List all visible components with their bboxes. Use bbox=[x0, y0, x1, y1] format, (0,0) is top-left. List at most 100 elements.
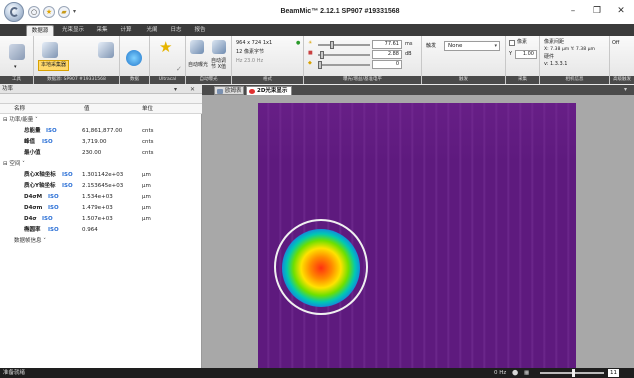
app-menu-button[interactable] bbox=[4, 2, 24, 22]
firmware-label: 硬件 bbox=[544, 54, 555, 60]
results-column-header: 名称 值 单位 bbox=[0, 104, 202, 114]
level-value[interactable]: 0 bbox=[372, 60, 402, 69]
row-name: 最小值 bbox=[24, 150, 41, 156]
table-row[interactable]: 最小值 230.00 cnts bbox=[0, 148, 202, 159]
capture-icon[interactable]: ⬤ bbox=[512, 370, 519, 376]
tab-source[interactable]: 数据源 bbox=[26, 25, 54, 36]
tab-ohm-meter[interactable]: 欧姆表 bbox=[214, 86, 244, 95]
pixel-y-label: Y bbox=[509, 51, 513, 57]
tab-ohm-meter-label: 欧姆表 bbox=[225, 88, 242, 94]
group-data: 数据 bbox=[120, 36, 150, 84]
iso-badge: ISO bbox=[48, 227, 59, 233]
tab-log[interactable]: 日志 bbox=[170, 27, 182, 33]
frame-rate-readout: Hz 23.0 Hz bbox=[236, 58, 264, 64]
tab-report[interactable]: 报告 bbox=[194, 27, 206, 33]
column-name[interactable]: 名称 bbox=[14, 106, 26, 112]
row-unit: µm bbox=[142, 172, 151, 178]
group-tools: ▾ 工具 bbox=[0, 36, 34, 84]
category-power[interactable]: ⊟ 功率/能量 ˅ bbox=[3, 117, 38, 123]
table-row[interactable]: D4σm ISO 1.479e+03 µm bbox=[0, 203, 202, 214]
refresh-icon[interactable]: ● bbox=[296, 40, 301, 46]
ribbon-tab-row: 数据源 光束显示 采集 计算 光阑 日志 报告 bbox=[0, 24, 634, 36]
table-row[interactable]: 峰值 ISO 3,719.00 cnts bbox=[0, 137, 202, 148]
tab-aperture[interactable]: 光阑 bbox=[146, 27, 158, 33]
play-icon[interactable] bbox=[126, 50, 142, 66]
tools-icon[interactable] bbox=[9, 44, 25, 60]
column-unit[interactable]: 单位 bbox=[142, 106, 154, 112]
pixel-checkbox[interactable] bbox=[509, 40, 515, 46]
row-name: D4σM bbox=[24, 194, 43, 200]
table-row[interactable]: 椭圆率 ISO 0.964 bbox=[0, 225, 202, 236]
beam-image[interactable] bbox=[258, 103, 576, 368]
category-spatial[interactable]: ⊟ 空间 ˅ bbox=[3, 161, 25, 167]
frame-rate-status: 0 Hz bbox=[494, 370, 507, 376]
row-unit: µm bbox=[142, 205, 151, 211]
group-camera-info: 像素间距 X: 7.38 µm Y: 7.38 µm 硬件 v: 1.3.3.1… bbox=[540, 36, 610, 84]
row-value: 0.964 bbox=[82, 227, 98, 233]
camera-icon[interactable] bbox=[42, 42, 58, 58]
window-title: BeamMic™ 2.12.1 SP907 #19331568 bbox=[280, 8, 400, 15]
table-row[interactable]: 质心Y轴坐标 ISO 2.153645e+03 µm bbox=[0, 181, 202, 192]
row-value: 1.534e+03 bbox=[82, 194, 113, 200]
group-auto-exposure: 自动曝光 自动调 节 X值 自动曝光 bbox=[186, 36, 232, 84]
iso-badge: ISO bbox=[48, 205, 59, 211]
gain-slider[interactable] bbox=[318, 51, 370, 59]
category-frame-label: 数据帧信息 bbox=[14, 238, 42, 244]
category-frame[interactable]: 数据帧信息 ˅ bbox=[14, 238, 47, 244]
group-label-source: 数据源: SP907 #19331568 bbox=[34, 76, 119, 84]
bit-depth-select[interactable]: 12 像素字节 bbox=[236, 49, 264, 55]
panel-menu-icon[interactable]: ▾ bbox=[174, 86, 178, 93]
minimize-button[interactable]: – bbox=[570, 6, 576, 16]
trigger-select-value: None bbox=[448, 43, 463, 49]
folder-icon[interactable]: ▰ bbox=[58, 6, 70, 18]
row-name: 质心X轴坐标 bbox=[24, 172, 56, 178]
iso-badge: ISO bbox=[48, 194, 59, 200]
table-row[interactable]: D4σM ISO 1.534e+03 µm bbox=[0, 192, 202, 203]
tabs-overflow-icon[interactable]: ▾ bbox=[624, 86, 628, 93]
group-trigger: 触发 None ▾ 触发 bbox=[422, 36, 506, 84]
group-label-exposure: 曝光/增益/基准电平 bbox=[304, 76, 421, 84]
star-icon[interactable]: ★ bbox=[43, 6, 55, 18]
chevron-down-icon[interactable]: ▾ bbox=[73, 8, 77, 15]
results-panel-header: 功率 ▾ ✕ bbox=[0, 85, 202, 94]
zoom-slider-thumb[interactable] bbox=[572, 369, 575, 377]
pixel-value[interactable]: 1.00 bbox=[515, 50, 537, 59]
tab-2d-beam-display[interactable]: 2D光束显示 bbox=[246, 86, 292, 95]
exposure-value[interactable]: 77.61 bbox=[372, 40, 402, 49]
exposure-slider[interactable] bbox=[318, 41, 370, 49]
source-settings-icon[interactable] bbox=[98, 42, 114, 58]
close-button[interactable]: ✕ bbox=[617, 6, 625, 16]
tab-capture[interactable]: 采集 bbox=[96, 27, 108, 33]
star-icon[interactable]: ★ bbox=[159, 38, 173, 56]
group-label-capture: 采集 bbox=[506, 76, 539, 84]
iso-badge: ISO bbox=[62, 172, 73, 178]
column-value[interactable]: 值 bbox=[84, 106, 90, 112]
table-row[interactable]: D4σ ISO 1.507e+03 µm bbox=[0, 214, 202, 225]
row-value: 1.479e+03 bbox=[82, 205, 113, 211]
row-name: D4σ bbox=[24, 216, 37, 222]
table-row[interactable]: 总能量 ISO 61,861,877.00 cnts bbox=[0, 126, 202, 137]
resolution-select[interactable]: 964 x 724 1x1 bbox=[236, 40, 273, 46]
level-slider[interactable] bbox=[318, 61, 370, 69]
advanced-trigger-toggle[interactable]: Off bbox=[612, 40, 620, 46]
tab-2d-beam-display-label: 2D光束显示 bbox=[257, 88, 288, 94]
panel-close-button[interactable]: ✕ bbox=[190, 86, 196, 93]
source-select-button[interactable]: 本地采集器 bbox=[38, 60, 70, 71]
iso-badge: ISO bbox=[46, 128, 57, 134]
tab-beam-display[interactable]: 光束显示 bbox=[61, 27, 84, 33]
title-bar: ○ ★ ▰ ▾ BeamMic™ 2.12.1 SP907 #19331568 … bbox=[0, 0, 634, 24]
zoom-level[interactable]: 11 bbox=[608, 369, 619, 377]
grid-icon[interactable]: ▦ bbox=[524, 370, 530, 376]
row-value: 3,719.00 bbox=[82, 139, 107, 145]
circle-icon[interactable]: ○ bbox=[28, 6, 40, 18]
panel-icon bbox=[217, 89, 223, 94]
table-row[interactable]: 质心X轴坐标 ISO 1.301142e+03 µm bbox=[0, 170, 202, 181]
beam-view[interactable] bbox=[202, 95, 634, 368]
gain-value[interactable]: 2.88 bbox=[372, 50, 402, 59]
auto-exposure-icon[interactable] bbox=[190, 40, 204, 54]
maximize-button[interactable]: ❐ bbox=[592, 6, 602, 16]
auto-adjust-icon[interactable] bbox=[212, 40, 226, 54]
trigger-select[interactable]: None ▾ bbox=[444, 41, 500, 51]
tab-compute[interactable]: 计算 bbox=[120, 27, 132, 33]
trigger-label: 触发 bbox=[426, 43, 437, 49]
